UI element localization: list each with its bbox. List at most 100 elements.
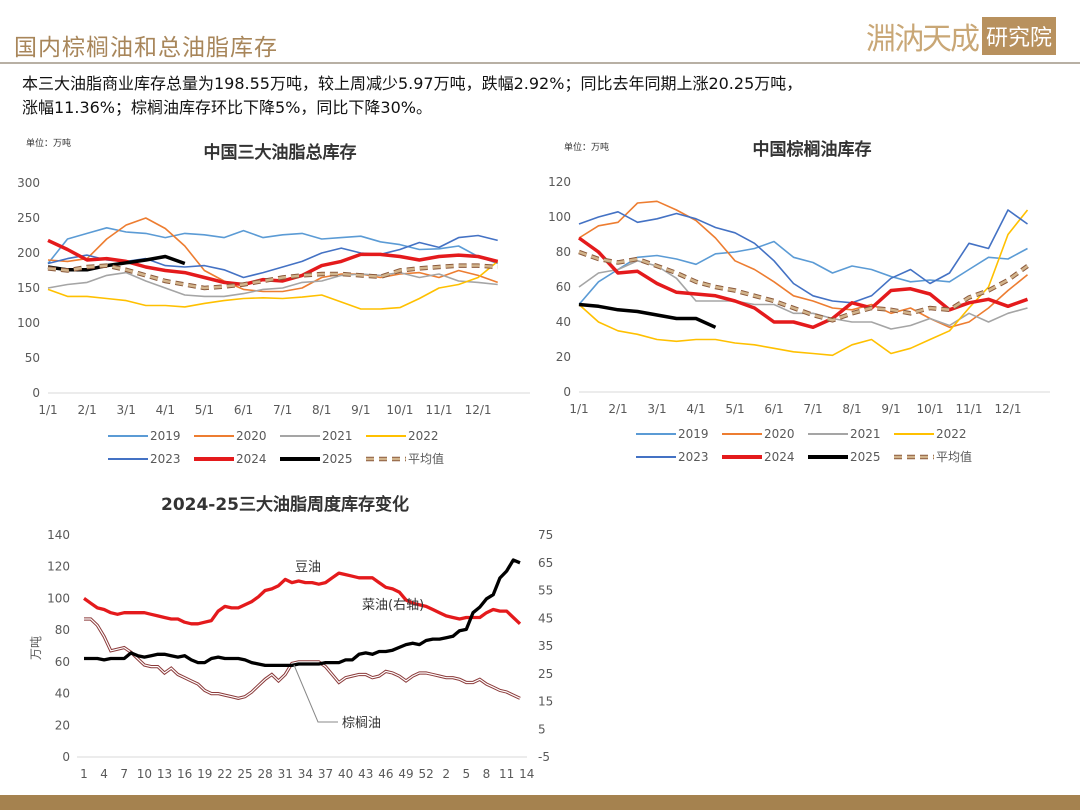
y-tick-label: 250 — [17, 211, 40, 225]
y-tick-label: 200 — [17, 246, 40, 260]
x-tick-label: 6/1 — [764, 402, 783, 416]
x-tick-label: 8/1 — [312, 403, 331, 417]
legend-label: 2025 — [850, 450, 881, 464]
page-title: 国内棕榈油和总油脂库存 — [14, 35, 278, 61]
x-tick-label: 4/1 — [686, 402, 705, 416]
x-tick-label: 3/1 — [117, 403, 136, 417]
legend-label: 2024 — [236, 452, 267, 466]
series-line-rapeseed — [84, 558, 521, 668]
y-tick-label: 50 — [25, 351, 40, 365]
x-tick-label: 5/1 — [195, 403, 214, 417]
legend-label: 2022 — [408, 429, 439, 443]
x-tick-label: 37 — [318, 767, 333, 781]
x-tick-label: 1/1 — [569, 402, 588, 416]
series-line-2021 — [47, 271, 498, 298]
y-tick-label: 40 — [55, 687, 70, 701]
chart-title: 中国棕榈油库存 — [753, 139, 872, 160]
x-tick-label: 34 — [298, 767, 313, 781]
legend-label: 2024 — [764, 450, 795, 464]
series-line-2023 — [578, 209, 1028, 304]
x-tick-label: 7 — [120, 767, 128, 781]
x-tick-label: 9/1 — [881, 402, 900, 416]
callout-leader-palm — [293, 664, 338, 723]
y2-tick-label: 35 — [538, 639, 553, 653]
y-tick-label: 40 — [556, 315, 571, 329]
chart-title: 2024-25三大油脂周度库存变化 — [161, 494, 409, 515]
y-tick-label: 60 — [55, 655, 70, 669]
x-tick-label: 10 — [137, 767, 152, 781]
series-line-palm-outline — [84, 617, 521, 700]
y-tick-label: 150 — [17, 281, 40, 295]
summary-line-2: 涨幅11.36%；棕榈油库存环比下降5%，同比下降30%。 — [22, 98, 432, 117]
y-tick-label: 100 — [17, 316, 40, 330]
x-tick-label: 10/1 — [386, 403, 413, 417]
x-tick-label: 46 — [378, 767, 393, 781]
series-line-soybean — [83, 571, 522, 626]
x-tick-label: 2/1 — [77, 403, 96, 417]
x-tick-label: 43 — [358, 767, 373, 781]
x-tick-label: 4 — [100, 767, 108, 781]
legend-label: 2020 — [764, 427, 795, 441]
series-line-2019 — [47, 227, 498, 265]
series-line-2020 — [47, 217, 498, 293]
summary-text: 本三大油脂商业库存总量为198.55万吨，较上周减少5.97万吨，跌幅2.92%… — [22, 72, 1062, 120]
x-tick-label: 4/1 — [156, 403, 175, 417]
y-tick-label: 20 — [55, 718, 70, 732]
data-label-palm: 棕榈油 — [342, 716, 381, 731]
y2-tick-label: 5 — [538, 722, 546, 736]
y2-tick-label: -5 — [538, 750, 550, 764]
x-tick-label: 13 — [157, 767, 172, 781]
legend-label: 2019 — [150, 429, 181, 443]
x-tick-label: 14 — [519, 767, 534, 781]
y-tick-label: 100 — [548, 210, 571, 224]
x-tick-label: 11/1 — [426, 403, 453, 417]
series-line-2022 — [47, 260, 499, 310]
logo-text: 淵汭天成 — [865, 22, 980, 57]
series-line-palm — [84, 618, 521, 699]
y-tick-label: 0 — [32, 386, 40, 400]
y-axis-title: 万吨 — [29, 636, 43, 660]
y2-tick-label: 65 — [538, 556, 553, 570]
x-tick-label: 22 — [217, 767, 232, 781]
legend-label: 2020 — [236, 429, 267, 443]
brand-logo: 淵汭天成 研究院 — [866, 14, 1056, 58]
legend-label: 2021 — [850, 427, 881, 441]
series-line-2022 — [578, 209, 1029, 357]
y-tick-label: 140 — [47, 528, 70, 542]
series-line-2025 — [47, 254, 186, 272]
y-tick-label: 300 — [17, 176, 40, 190]
series-line-average — [47, 264, 498, 290]
y2-tick-label: 15 — [538, 695, 553, 709]
x-tick-label: 7/1 — [803, 402, 822, 416]
data-label-rapeseed: 菜油(右轴) — [362, 598, 424, 613]
series-line-2019 — [578, 240, 1028, 306]
x-tick-label: 2 — [442, 767, 450, 781]
x-tick-label: 11/1 — [956, 402, 983, 416]
series-line-2025 — [578, 302, 717, 329]
x-tick-label: 1 — [80, 767, 88, 781]
series-line-average-outline — [47, 263, 498, 291]
legend-label: 2021 — [322, 429, 353, 443]
legend-label: 2025 — [322, 452, 353, 466]
legend-label: 2022 — [936, 427, 967, 441]
unit-label: 单位：万吨 — [26, 137, 71, 149]
y-tick-label: 120 — [47, 560, 70, 574]
x-tick-label: 3/1 — [647, 402, 666, 416]
legend-label: 2019 — [678, 427, 709, 441]
x-tick-label: 8/1 — [842, 402, 861, 416]
legend-label: 平均值 — [936, 449, 972, 464]
y-tick-label: 60 — [556, 280, 571, 294]
series-line-2024 — [577, 236, 1029, 330]
x-tick-label: 12/1 — [995, 402, 1022, 416]
x-tick-label: 11 — [499, 767, 514, 781]
legend-label: 2023 — [150, 452, 181, 466]
series-line-average — [578, 250, 1029, 322]
x-tick-label: 8 — [483, 767, 491, 781]
x-tick-label: 31 — [278, 767, 293, 781]
x-tick-label: 28 — [257, 767, 272, 781]
y-tick-label: 0 — [62, 750, 70, 764]
x-tick-label: 49 — [398, 767, 413, 781]
header-divider — [0, 62, 1080, 64]
x-tick-label: 5/1 — [725, 402, 744, 416]
